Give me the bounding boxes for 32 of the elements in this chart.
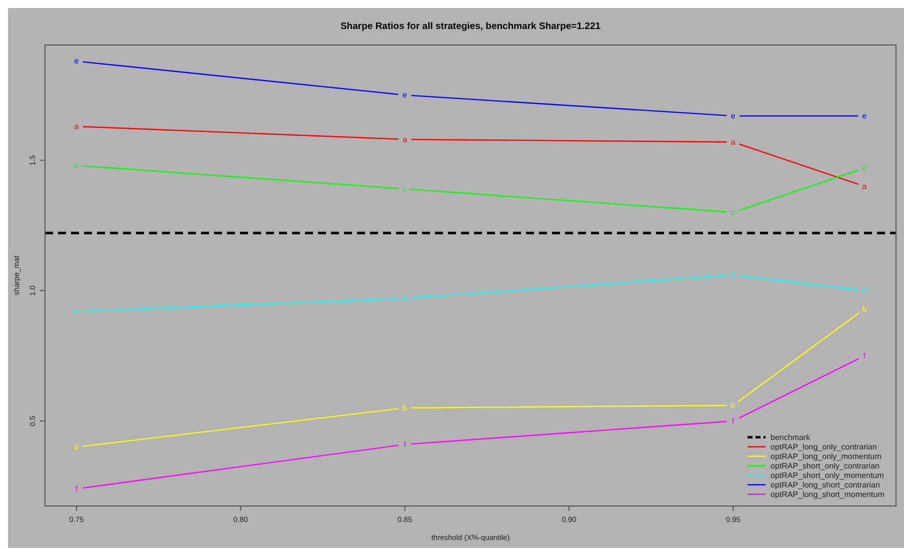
legend-label: optRAP_long_only_momentum (770, 452, 882, 461)
annotation: f (863, 351, 866, 360)
annotation: c (731, 208, 736, 217)
annotation: f (404, 440, 407, 449)
annotation: a (730, 138, 736, 146)
annotation: a (862, 182, 868, 191)
legend-label: optRAP_short_only_contrarian (770, 461, 880, 470)
annotation: c (74, 160, 79, 170)
legend-label: optRAP_long_short_momentum (770, 490, 885, 499)
annotation: a (402, 134, 408, 144)
annotation: b (862, 304, 868, 314)
annotation: d (74, 306, 79, 316)
chart-title: Sharpe Ratios for all strategies, benchmark Sharpe=1.221 (340, 21, 602, 32)
annotation: d (402, 294, 408, 303)
annotation: e (74, 56, 80, 66)
legend-label: optRAP_short_only_momentum (770, 470, 884, 480)
annotation: c (862, 164, 866, 173)
annotation: b (74, 442, 80, 452)
annotation: c (402, 184, 407, 194)
legend-label: optRAP_long_only_contrarian (770, 442, 877, 452)
annotation: e (402, 90, 408, 100)
annotation: b (402, 403, 408, 412)
annotation: a (74, 122, 80, 131)
annotation: e (730, 111, 736, 120)
legend-label: benchmark (770, 432, 812, 442)
annotation: e (862, 111, 868, 120)
annotation: d (730, 270, 736, 280)
annotation: b (730, 400, 736, 410)
legend-label: optRAP_long_short_contrarian (770, 480, 880, 490)
annotation: f (75, 484, 78, 494)
annotation: f (732, 416, 736, 426)
annotation: d (862, 286, 867, 296)
